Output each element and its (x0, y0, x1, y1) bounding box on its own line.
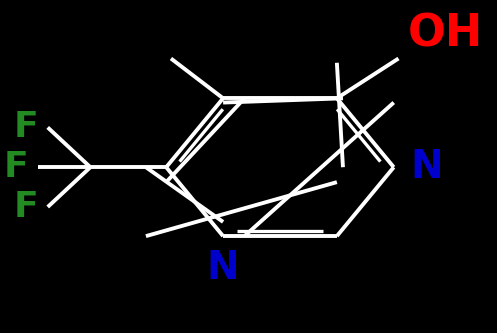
Text: N: N (207, 249, 240, 287)
Text: F: F (13, 190, 38, 224)
Text: N: N (411, 148, 443, 186)
Text: OH: OH (408, 12, 483, 55)
Text: F: F (4, 150, 29, 184)
Text: F: F (13, 111, 38, 145)
